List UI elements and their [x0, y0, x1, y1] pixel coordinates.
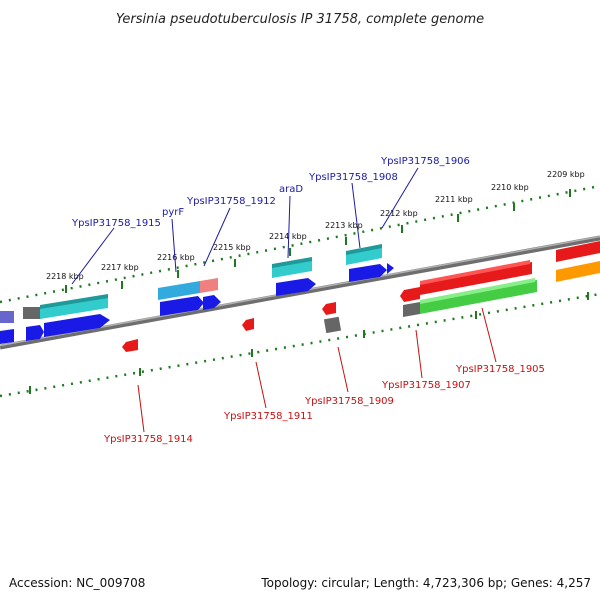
feature: [322, 302, 336, 315]
gene-label-forward: YpsIP31758_1906: [380, 156, 470, 167]
feature: [158, 281, 200, 300]
gene-label-forward: YpsIP31758_1915: [71, 218, 161, 229]
tick-label: 2213 kbp: [325, 221, 363, 230]
feature: [349, 264, 387, 282]
feature: [0, 329, 14, 344]
gene-label-reverse: YpsIP31758_1914: [103, 434, 193, 445]
feature: [242, 318, 254, 331]
forward-gene-callouts: [71, 167, 419, 285]
gene-label-reverse: YpsIP31758_1909: [304, 396, 394, 407]
feature: [346, 246, 382, 265]
map-title: Yersinia pseudotuberculosis IP 31758, co…: [116, 12, 484, 27]
gene-label-forward: YpsIP31758_1912: [186, 196, 276, 207]
reverse-gene-callouts: [137, 307, 497, 433]
tick-label: 2212 kbp: [380, 209, 418, 218]
feature: [556, 241, 600, 262]
feature: [0, 311, 14, 323]
tick-label: 2215 kbp: [213, 243, 251, 252]
feature: [403, 302, 420, 317]
feature: [40, 296, 108, 319]
gene-label-forward: YpsIP31758_1908: [308, 172, 398, 183]
tick-label: 2217 kbp: [101, 263, 139, 272]
tick-label: 2210 kbp: [491, 183, 529, 192]
gene-label-reverse: YpsIP31758_1911: [223, 411, 313, 422]
tick-label: 2214 kbp: [269, 232, 307, 241]
tick-label: 2211 kbp: [435, 195, 473, 204]
feature: [200, 278, 218, 293]
feature: [420, 260, 530, 285]
forward-strand-features: [0, 241, 600, 344]
feature: [323, 316, 342, 334]
feature: [122, 339, 138, 352]
feature: [420, 280, 537, 314]
feature: [160, 296, 204, 316]
feature: [40, 294, 108, 309]
tick-label: 2209 kbp: [547, 170, 585, 179]
gene-label-reverse: YpsIP31758_1907: [381, 380, 471, 391]
feature: [272, 259, 312, 278]
gene-label-forward: pyrF: [162, 207, 184, 218]
gene-label-forward: araD: [279, 184, 303, 195]
feature: [203, 295, 221, 310]
feature: [276, 278, 316, 296]
feature: [346, 244, 382, 255]
accession-text: Accession: NC_009708: [9, 576, 145, 590]
feature: [420, 278, 535, 304]
feature: [387, 263, 394, 274]
lower-major-ticks: [29, 292, 589, 394]
feature: [44, 314, 110, 337]
upper-major-ticks: [65, 189, 571, 293]
feature: [556, 261, 600, 282]
feature: [400, 287, 420, 302]
topology-text: Topology: circular; Length: 4,723,306 bp…: [260, 576, 591, 590]
gene-label-reverse: YpsIP31758_1905: [455, 364, 545, 375]
tick-label: 2218 kbp: [46, 272, 84, 281]
feature: [23, 307, 41, 319]
feature: [272, 257, 312, 268]
feature: [420, 262, 532, 295]
feature: [26, 325, 44, 341]
reverse-strand-features: [122, 302, 342, 352]
tick-label: 2216 kbp: [157, 253, 195, 262]
